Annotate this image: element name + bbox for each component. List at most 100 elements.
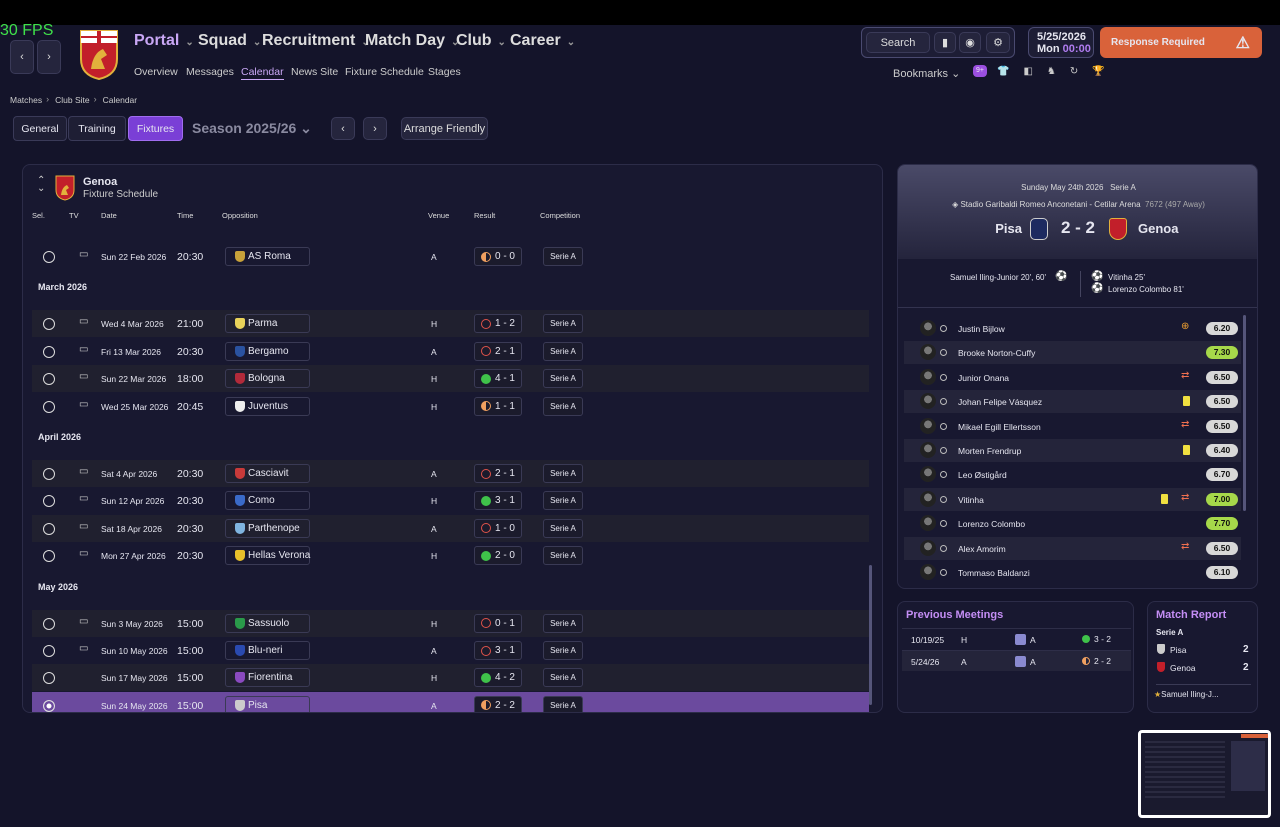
- select-radio[interactable]: [43, 251, 55, 263]
- select-radio[interactable]: [43, 468, 55, 480]
- player-row[interactable]: Leo Østigård 6.70: [904, 463, 1241, 486]
- prev-season[interactable]: ‹: [331, 117, 355, 140]
- sub-nav-item[interactable]: Stages: [428, 66, 461, 78]
- minimap[interactable]: [1138, 730, 1271, 818]
- result-pill[interactable]: 1 - 1: [474, 396, 522, 416]
- meeting-row[interactable]: 5/24/26 A A 2 - 2: [902, 650, 1131, 671]
- tab[interactable]: Training: [68, 116, 126, 141]
- nav-item[interactable]: Club ⌄: [456, 32, 506, 50]
- fixture-row[interactable]: ▭ Sun 10 May 2026 15:00 Blu-neri A 3 - 1 Serie…: [32, 637, 869, 664]
- player-row[interactable]: Lorenzo Colombo 7.70: [904, 512, 1241, 535]
- player-row[interactable]: Junior Onana ⇄ 6.50: [904, 366, 1241, 389]
- breadcrumb-item[interactable]: Matches: [10, 95, 43, 105]
- back-button[interactable]: ‹: [10, 40, 34, 74]
- date-box[interactable]: 5/25/2026 Mon 00:00: [1028, 27, 1094, 58]
- scrollbar[interactable]: [1243, 315, 1246, 511]
- quick-icons[interactable]: 👕◧♞↻🏆: [997, 66, 1119, 77]
- nav-item[interactable]: Career ⌄: [510, 32, 575, 50]
- result-pill[interactable]: 4 - 1: [474, 369, 522, 389]
- player-row[interactable]: Johan Felipe Vásquez 6.50: [904, 390, 1241, 414]
- select-radio[interactable]: [43, 672, 55, 685]
- season-select[interactable]: Season 2025/26 ⌄: [192, 120, 312, 136]
- fixture-row[interactable]: ▭ Sat 18 Apr 2026 20:30 Parthenope A 1 - 0 Ser…: [32, 514, 869, 542]
- player-row[interactable]: Brooke Norton-Cuffy 7.30: [904, 341, 1241, 365]
- fixture-row[interactable]: ▭ Sun 22 Mar 2026 18:00 Bologna H 4 - 1 Serie …: [32, 365, 869, 393]
- fixture-row[interactable]: Sun 24 May 2026 15:00 Pisa A 2 - 2 Serie A: [32, 691, 869, 712]
- result-pill[interactable]: 2 - 0: [474, 546, 522, 566]
- result-icon: [480, 618, 491, 629]
- player-row[interactable]: Alex Amorim ⇄ 6.50: [904, 536, 1241, 560]
- next-season[interactable]: ›: [363, 117, 387, 140]
- fixture-row[interactable]: ▭ Sat 4 Apr 2026 20:30 Casciavit A 2 - 1 Serie…: [32, 460, 869, 487]
- collapse-toggle[interactable]: ⌃ ⌄: [37, 175, 46, 194]
- sub-nav-item[interactable]: Overview: [134, 66, 178, 78]
- result-pill[interactable]: 2 - 1: [474, 341, 522, 361]
- result-pill[interactable]: 0 - 0: [474, 247, 522, 266]
- forward-button[interactable]: ›: [37, 40, 61, 74]
- result-pill[interactable]: 1 - 2: [474, 314, 522, 334]
- select-radio[interactable]: [43, 318, 55, 331]
- select-radio[interactable]: [43, 400, 55, 413]
- current-time: 00:00: [1062, 43, 1091, 55]
- sub-nav-item[interactable]: News Site: [291, 66, 339, 78]
- select-radio[interactable]: [43, 550, 55, 563]
- fixture-row[interactable]: ▭ Mon 27 Apr 2026 20:30 Hellas Verona H 2 - 0…: [32, 542, 869, 569]
- tv-icon: ▭: [79, 249, 89, 260]
- select-radio[interactable]: [43, 373, 55, 386]
- result-pill[interactable]: 4 - 2: [474, 668, 522, 688]
- arrange-friendly-button[interactable]: Arrange Friendly: [401, 117, 488, 140]
- tab[interactable]: Fixtures: [128, 116, 183, 141]
- tv-icon: ▭: [79, 316, 89, 328]
- nav-item[interactable]: Portal ⌄: [134, 32, 194, 50]
- select-radio[interactable]: [43, 495, 55, 508]
- result-pill[interactable]: 2 - 1: [474, 464, 522, 483]
- breadcrumb-item[interactable]: Club Site: [55, 95, 90, 105]
- result: 3 - 1: [494, 645, 515, 656]
- player-row[interactable]: Justin Bijlow ⊕ 6.20: [904, 317, 1241, 340]
- fixture-date: Sun 22 Mar 2026: [101, 374, 167, 385]
- opponent-badge: [235, 522, 245, 534]
- player-row[interactable]: Morten Frendrup 6.40: [904, 439, 1241, 462]
- nav-item[interactable]: Recruitment ⌄: [262, 32, 370, 50]
- nav-item[interactable]: Match Day ⌄: [365, 32, 459, 50]
- star-icon: ★: [1154, 690, 1162, 699]
- player-row[interactable]: Vitinha ⇄ 7.00: [904, 487, 1241, 511]
- bookmark-button[interactable]: ▮: [934, 32, 956, 53]
- settings-button[interactable]: ⚙: [986, 32, 1010, 53]
- fixture-row[interactable]: ▭ Sun 12 Apr 2026 20:30 Como H 3 - 1 Serie A: [32, 487, 869, 514]
- sub-nav-item[interactable]: Fixture Schedule: [345, 66, 424, 78]
- nav-item[interactable]: Squad ⌄: [198, 32, 261, 50]
- player-row[interactable]: Tommaso Baldanzi 6.10: [904, 561, 1241, 584]
- fixture-row[interactable]: ▭ Sun 3 May 2026 15:00 Sassuolo H 0 - 1 Serie …: [32, 609, 869, 637]
- fixture-row[interactable]: Sun 17 May 2026 15:00 Fiorentina H 4 - 2 Seri…: [32, 664, 869, 692]
- sub-nav-item[interactable]: Calendar: [241, 66, 284, 80]
- fixture-time: 20:30: [177, 522, 204, 535]
- result-pill[interactable]: 3 - 1: [474, 641, 522, 660]
- result-pill[interactable]: 3 - 1: [474, 491, 522, 511]
- response-required-button[interactable]: Response Required ⚠: [1100, 27, 1262, 58]
- meeting-date: 5/24/26: [911, 657, 940, 667]
- result-pill[interactable]: 2 - 2: [474, 695, 522, 712]
- select-radio[interactable]: [43, 345, 55, 358]
- select-radio[interactable]: [43, 699, 55, 712]
- fixture-row[interactable]: ▭ Fri 13 Mar 2026 20:30 Bergamo A 2 - 1 Serie …: [32, 338, 869, 365]
- select-radio[interactable]: [43, 522, 55, 535]
- sub-nav-item[interactable]: Messages: [186, 66, 234, 78]
- tab[interactable]: General: [13, 116, 67, 141]
- fixture-row[interactable]: ▭ Wed 25 Mar 2026 20:45 Juventus H 1 - 1 Serie…: [32, 393, 869, 420]
- meeting-row[interactable]: 10/19/25 H A 3 - 2: [902, 628, 1131, 649]
- column-header: Sel.: [32, 211, 45, 220]
- fixture-row[interactable]: ▭ Wed 4 Mar 2026 21:00 Parma H 1 - 2 Serie A: [32, 310, 869, 338]
- scrollbar[interactable]: [869, 565, 872, 705]
- select-radio[interactable]: [43, 645, 55, 657]
- result-pill[interactable]: 0 - 1: [474, 613, 522, 633]
- search-button[interactable]: Search: [866, 32, 930, 53]
- result-icon: [480, 346, 491, 357]
- globe-button[interactable]: ◉: [959, 32, 981, 53]
- player-row[interactable]: Mikael Egill Ellertsson ⇄ 6.50: [904, 415, 1241, 438]
- nav-label: Portal: [134, 32, 180, 49]
- result-pill[interactable]: 1 - 0: [474, 518, 522, 538]
- bookmarks-menu[interactable]: Bookmarks ⌄: [893, 68, 961, 80]
- select-radio[interactable]: [43, 617, 55, 630]
- fixture-row[interactable]: ▭ Sun 22 Feb 2026 20:30 AS Roma A 0 - 0 Serie …: [32, 243, 869, 270]
